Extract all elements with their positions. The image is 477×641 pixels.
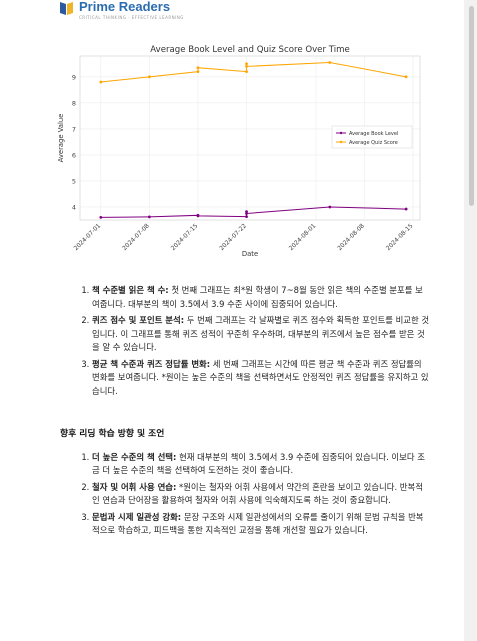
x-tick-label: 2024-07-15 xyxy=(170,222,200,252)
data-point xyxy=(147,75,151,79)
data-point xyxy=(328,61,332,64)
x-tick-label: 2024-07-08 xyxy=(121,222,151,252)
analysis-item-text: 첫 번째 그래프는 최*원 학생이 7~8월 동안 읽은 책의 수준별 분포를 … xyxy=(92,285,423,309)
report-content: 책 수준별 읽은 책 수: 첫 번째 그래프는 최*원 학생이 7~8월 동안 … xyxy=(60,284,430,541)
legend-marker xyxy=(339,131,343,135)
y-tick-label: 8 xyxy=(72,99,76,107)
data-point xyxy=(196,66,200,70)
analysis-list: 책 수준별 읽은 책 수: 첫 번째 그래프는 최*원 학생이 7~8월 동안 … xyxy=(60,284,430,398)
brand-name: Prime Readers xyxy=(79,0,171,14)
scrollbar-thumb[interactable] xyxy=(469,6,474,206)
advice-item-text: 문장 구조와 시제 일관성에서의 오류를 줄이기 위해 문법 규칙을 반복적으로… xyxy=(92,511,424,536)
advice-heading: 향후 리딩 학습 방향 및 조언 xyxy=(60,429,165,439)
y-tick-label: 7 xyxy=(72,125,76,133)
x-axis-label: Date xyxy=(242,250,258,258)
y-tick-label: 4 xyxy=(72,203,76,211)
analysis-item-text: 두 번째 그래프는 각 날짜별로 퀴즈 점수와 획득한 포인트를 비교한 것입니… xyxy=(92,315,430,352)
data-point xyxy=(196,70,200,74)
y-tick-label: 9 xyxy=(72,73,76,81)
vertical-scrollbar[interactable] xyxy=(466,0,477,641)
analysis-item-text: 세 번째 그래프는 시간에 따른 평균 책 수준과 퀴즈 정답률의 변화를 보여… xyxy=(92,358,429,396)
advice-item-title: 철자 및 어휘 사용 연습: xyxy=(92,481,177,492)
data-point xyxy=(245,65,248,68)
brand-tagline: CRITICAL THINKING · EFFECTIVE LEARNING xyxy=(79,15,184,20)
analysis-item: 책 수준별 읽은 책 수: 첫 번째 그래프는 최*원 학생이 7~8월 동안 … xyxy=(92,284,430,311)
data-point xyxy=(99,80,103,84)
document-page: Prime Readers CRITICAL THINKING · EFFECT… xyxy=(0,0,464,641)
advice-item-text: *원이는 철자와 어휘 사용에서 약간의 혼란을 보이고 있습니다. 반복적인 … xyxy=(92,481,423,506)
chart-title: Average Book Level and Quiz Score Over T… xyxy=(150,45,350,55)
line-chart: Average Book Level and Quiz Score Over T… xyxy=(50,38,430,268)
legend-label: Average Book Level xyxy=(349,131,398,137)
data-point xyxy=(404,207,408,211)
data-point xyxy=(99,215,103,219)
data-point xyxy=(245,70,248,74)
legend-box xyxy=(331,125,413,149)
data-point xyxy=(245,212,248,215)
data-point xyxy=(245,62,248,66)
analysis-item: 평균 책 수준과 퀴즈 정답률 변화: 세 번째 그래프는 시간에 따른 평균 … xyxy=(92,358,430,399)
advice-item: 문법과 시제 일관성 강화: 문장 구조와 시제 일관성에서의 오류를 줄이기 … xyxy=(92,511,430,538)
x-tick-label: 2024-08-08 xyxy=(336,222,366,252)
y-tick-label: 5 xyxy=(72,177,76,185)
y-axis-label: Average Value xyxy=(57,114,65,163)
chart-svg: Average Book Level and Quiz Score Over T… xyxy=(57,45,421,258)
advice-item-title: 문법과 시제 일관성 강화: xyxy=(92,511,182,522)
analysis-item: 퀴즈 점수 및 포인트 분석: 두 번째 그래프는 각 날짜별로 퀴즈 점수와 … xyxy=(92,314,430,355)
advice-item-text: 현재 대부분의 책이 3.5에서 3.9 수준에 집중되어 있습니다. 이보다 … xyxy=(92,451,425,476)
data-point xyxy=(196,214,200,218)
legend-label: Average Quiz Score xyxy=(349,140,398,146)
x-tick-label: 2024-07-22 xyxy=(218,222,248,252)
x-tick-label: 2024-08-15 xyxy=(385,222,415,252)
data-point xyxy=(404,75,408,79)
y-tick-label: 6 xyxy=(72,151,76,159)
advice-item-title: 더 높은 수준의 책 선택: xyxy=(92,451,177,462)
legend-marker xyxy=(339,140,343,144)
brand-logo: Prime Readers CRITICAL THINKING · EFFECT… xyxy=(60,0,184,20)
advice-item: 더 높은 수준의 책 선택: 현재 대부분의 책이 3.5에서 3.9 수준에 … xyxy=(92,451,430,478)
advice-list: 더 높은 수준의 책 선택: 현재 대부분의 책이 3.5에서 3.9 수준에 … xyxy=(60,451,430,538)
data-point xyxy=(328,205,332,209)
advice-item: 철자 및 어휘 사용 연습: *원이는 철자와 어휘 사용에서 약간의 혼란을 … xyxy=(92,481,430,508)
analysis-item-title: 책 수준별 읽은 책 수: xyxy=(92,285,169,295)
data-point xyxy=(245,215,248,219)
analysis-item-title: 평균 책 수준과 퀴즈 정답률 변화: xyxy=(92,358,211,369)
x-tick-label: 2024-07-01 xyxy=(73,222,103,252)
data-point xyxy=(147,215,151,219)
x-tick-label: 2024-08-01 xyxy=(288,222,318,252)
analysis-item-title: 퀴즈 점수 및 포인트 분석: xyxy=(92,315,185,325)
book-logo-icon xyxy=(60,2,73,15)
